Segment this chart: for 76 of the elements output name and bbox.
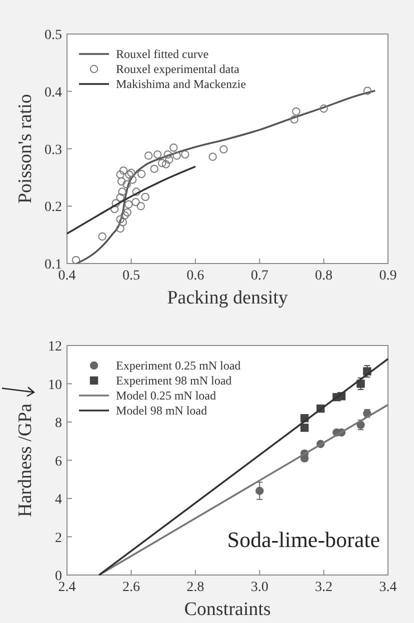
point xyxy=(110,204,119,214)
y-tick-label: 2 xyxy=(55,530,62,546)
annotation: Soda-lime-borate xyxy=(227,527,380,552)
legend-label: Model 98 mN load xyxy=(116,404,207,418)
x-tick-label: 3.0 xyxy=(250,580,268,595)
point xyxy=(72,256,80,264)
point xyxy=(128,176,137,184)
x-tick-label: 3.4 xyxy=(379,580,397,595)
point xyxy=(118,188,126,196)
point xyxy=(256,486,264,495)
point xyxy=(116,224,124,233)
y-tick-label: 4 xyxy=(55,492,62,508)
x-tick-label: 0.6 xyxy=(186,268,204,284)
x-tick-label: 2.8 xyxy=(186,580,204,595)
point xyxy=(320,104,328,113)
legend-label: Rouxel fitted curve xyxy=(116,47,209,61)
point xyxy=(123,208,132,217)
line-series xyxy=(66,166,196,235)
y-axis-title: Hardness /GPa xyxy=(15,402,36,517)
point xyxy=(153,150,162,159)
x-tick-label: 0.9 xyxy=(379,268,397,284)
point xyxy=(164,150,172,159)
point xyxy=(144,152,153,160)
point xyxy=(220,145,228,154)
x-tick-label: 0.5 xyxy=(122,268,140,284)
point xyxy=(120,211,129,220)
y-tick-label: 0.3 xyxy=(44,142,62,158)
legend-label: Rouxel experimental data xyxy=(116,62,240,76)
x-axis-title: Packing density xyxy=(167,288,288,308)
point xyxy=(164,156,174,164)
point xyxy=(181,150,190,159)
point xyxy=(124,200,133,209)
point xyxy=(112,199,120,208)
y-tick-label: 12 xyxy=(48,340,62,354)
point xyxy=(363,86,372,95)
point xyxy=(136,202,145,210)
y-tick-label: 0.2 xyxy=(44,200,62,216)
y-tick-label: 0.4 xyxy=(44,85,62,100)
point xyxy=(208,152,217,161)
point xyxy=(141,192,150,202)
point xyxy=(169,144,178,152)
x-tick-label: 0.8 xyxy=(315,268,333,284)
point xyxy=(98,232,106,241)
point xyxy=(118,218,127,226)
point xyxy=(122,180,131,188)
point xyxy=(300,424,309,432)
point xyxy=(150,164,158,173)
legend-label: Experiment 0.25 mN load xyxy=(116,358,241,372)
point xyxy=(116,215,124,224)
x-axis-title: Constraints xyxy=(184,599,271,620)
x-tick-label: 2.4 xyxy=(58,580,76,595)
point xyxy=(116,170,124,179)
point xyxy=(172,152,181,160)
point xyxy=(137,170,146,178)
x-tick-label: 0.7 xyxy=(250,268,268,284)
y-tick-label: 8 xyxy=(55,416,62,431)
point xyxy=(132,198,140,206)
point xyxy=(162,160,170,168)
x-tick-label: 3.2 xyxy=(315,580,333,595)
y-tick-label: 0.5 xyxy=(44,28,62,43)
y-tick-label: 10 xyxy=(48,378,62,393)
point xyxy=(292,107,300,116)
y-axis-title: Poisson's ratio xyxy=(15,94,36,204)
point xyxy=(132,188,140,196)
legend-label: Experiment 98 mN load xyxy=(116,374,232,388)
point xyxy=(158,158,166,168)
x-tick-label: 2.6 xyxy=(122,580,140,595)
point xyxy=(117,177,126,186)
point xyxy=(290,115,298,124)
legend-label: Makishima and Mackenzie xyxy=(116,77,246,91)
point xyxy=(127,168,136,177)
point xyxy=(125,170,134,179)
y-tick-label: 6 xyxy=(55,454,62,470)
point xyxy=(119,166,128,175)
legend-label: Model 0.25 mN load xyxy=(116,388,216,402)
point xyxy=(116,193,124,202)
